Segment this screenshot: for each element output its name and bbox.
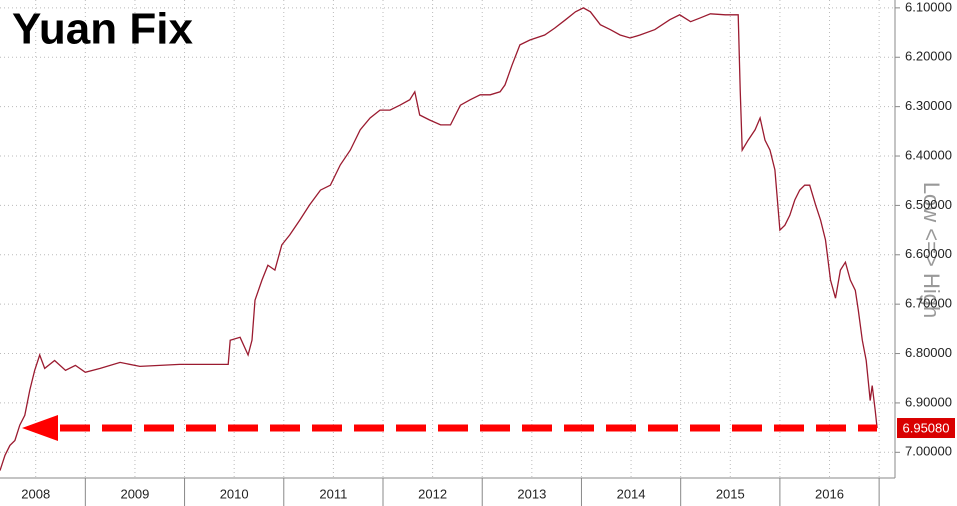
y-tick-label: 6.50000 <box>905 197 952 212</box>
y-tick-label: 6.90000 <box>905 394 952 409</box>
y-tick-label: 6.80000 <box>905 345 952 360</box>
y-tick-label: 6.70000 <box>905 296 952 311</box>
x-tick-label: 2009 <box>120 486 149 501</box>
x-tick-label: 2012 <box>418 486 447 501</box>
y-tick-label: 6.60000 <box>905 246 952 261</box>
line-series <box>0 7 878 471</box>
y-tick-label: 7.00000 <box>905 444 952 459</box>
x-tick-label: 2013 <box>517 486 546 501</box>
x-tick-label: 2014 <box>617 486 646 501</box>
arrow-head <box>22 415 58 442</box>
grid <box>0 0 895 478</box>
chart-title: Yuan Fix <box>12 5 193 54</box>
y-tick-label: 6.30000 <box>905 98 952 113</box>
last-value-box <box>897 418 955 439</box>
direction-note: Low <=> High <box>919 182 944 318</box>
y-tick-label: 6.40000 <box>905 147 952 162</box>
x-tick-label: 2016 <box>815 486 844 501</box>
y-tick-label: 6.10000 <box>905 0 952 14</box>
last-value-label: 6.95080 <box>903 420 950 435</box>
x-tick-label: 2015 <box>716 486 745 501</box>
x-tick-label: 2010 <box>220 486 249 501</box>
y-tick-label: 6.20000 <box>905 49 952 64</box>
x-tick-label: 2008 <box>21 486 50 501</box>
x-tick-label: 2011 <box>319 486 347 501</box>
